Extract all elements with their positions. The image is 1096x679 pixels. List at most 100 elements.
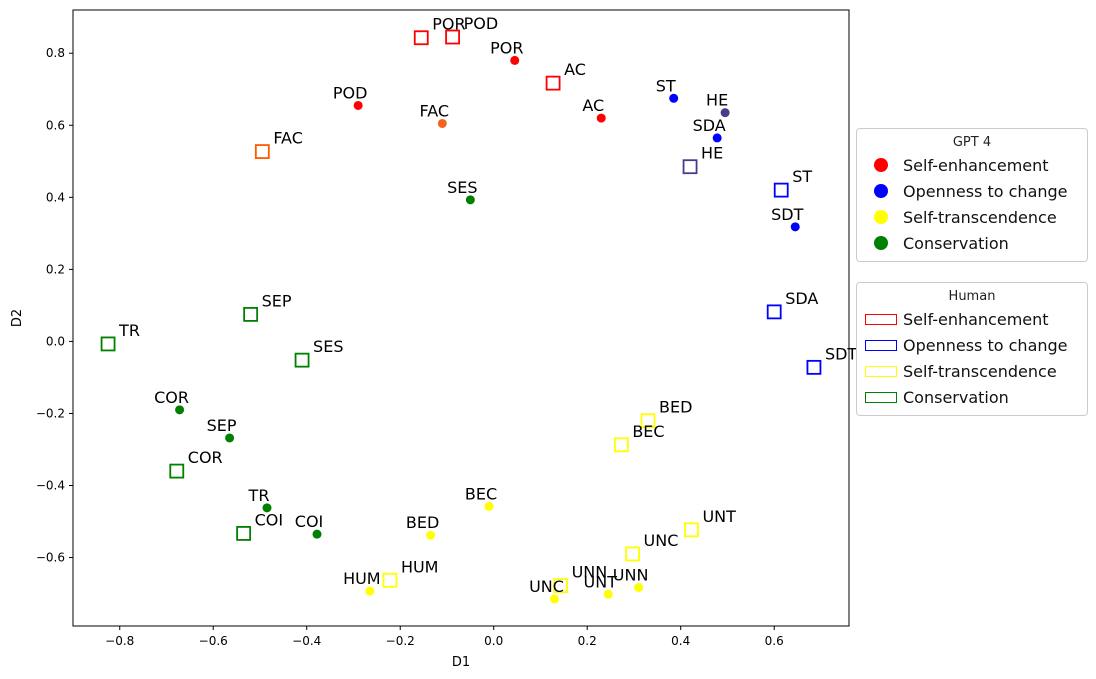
x-tick-label: −0.8 (105, 634, 134, 648)
human-point (640, 413, 656, 429)
legend-entry: Self-transcendence (857, 204, 1087, 230)
human-point (545, 75, 561, 91)
gpt4-point-label: SEP (207, 416, 237, 435)
gpt4-point (175, 405, 185, 415)
human-point (169, 463, 185, 479)
human-point-label: BEC (632, 422, 664, 441)
human-point (236, 526, 252, 541)
human-point-label: ST (792, 167, 812, 186)
legend-entry-label: Openness to change (903, 335, 1068, 355)
x-tick-label: 0.4 (671, 634, 690, 648)
gpt4-point-label: UNC (529, 577, 564, 596)
circle-marker-icon (874, 184, 888, 198)
y-tick-label: 0.6 (46, 118, 65, 132)
gpt4-point-label: FAC (420, 101, 450, 120)
x-tick-label: −0.6 (199, 634, 228, 648)
human-point-label: FAC (273, 129, 303, 148)
gpt4-point (262, 503, 272, 513)
legend-entry: Self-transcendence (857, 358, 1087, 384)
gpt4-point-label: COI (295, 512, 323, 531)
gpt4-point (225, 433, 235, 443)
legend-entry: Conservation (857, 230, 1087, 256)
gpt4-point (669, 93, 679, 103)
rectangle-marker-icon (865, 313, 897, 325)
legend-entry: Openness to change (857, 178, 1087, 204)
human-point (100, 336, 116, 352)
x-tick-label: 0.6 (765, 634, 784, 648)
human-point-label: UNN (572, 563, 608, 582)
y-tick-label: 0.2 (46, 262, 65, 276)
human-point (553, 578, 568, 594)
human-point (413, 30, 429, 46)
gpt4-point-label: UNT (584, 572, 618, 591)
gpt4-point-label: AC (582, 96, 604, 115)
legend-entry: Openness to change (857, 332, 1087, 358)
gpt4-point (353, 100, 363, 110)
gpt4-point-label: POR (490, 38, 523, 57)
gpt4-point-label: BED (406, 513, 439, 532)
y-tick-label: −0.4 (36, 479, 65, 493)
human-point-label: POD (464, 14, 499, 33)
x-axis-label: D1 (452, 655, 470, 670)
gpt4-point (596, 113, 606, 123)
human-point-label: HE (701, 144, 723, 163)
human-point (254, 144, 270, 159)
legend-entry-label: Self-transcendence (903, 207, 1057, 227)
human-point-label: UNC (644, 531, 679, 550)
human-point (625, 546, 640, 562)
human-point (766, 304, 782, 320)
x-tick-label: 0.0 (484, 634, 503, 648)
gpt4-point-label: TR (248, 486, 270, 505)
human-point-label: COI (255, 510, 283, 529)
legend-entry-label: Self-enhancement (903, 309, 1049, 329)
plot-frame (72, 9, 850, 627)
gpt4-point-label: BEC (465, 484, 497, 503)
points-layer (100, 29, 822, 604)
human-point (682, 159, 698, 175)
human-point (243, 306, 259, 322)
x-tick-label: −0.4 (292, 634, 321, 648)
rectangle-marker-icon (865, 339, 897, 351)
legend-entry: Conservation (857, 384, 1087, 410)
rectangle-marker-icon (865, 391, 897, 403)
human-point-label: SEP (262, 291, 292, 310)
gpt4-point (720, 108, 730, 118)
human-point-label: SDT (825, 344, 857, 363)
gpt4-point-label: SDT (771, 205, 803, 224)
gpt4-point-label: SDA (693, 116, 726, 135)
gpt4-point (426, 530, 436, 540)
point-labels-layer: POD FAC POR AC ST HE SDA SDT SES COR SEP TR COI BEC BE… (118, 14, 857, 596)
gpt4-point (312, 529, 322, 539)
legend-title: Human (948, 289, 996, 304)
y-tick-label: 0.0 (46, 334, 65, 348)
human-point-label: UNT (702, 507, 736, 526)
circle-marker-icon (874, 158, 888, 172)
human-point-label: POR (432, 15, 465, 34)
legend-gpt4: GPT 4 Self-enhancement Openness to chang… (856, 128, 1088, 262)
gpt4-point-label: SES (447, 178, 477, 197)
circle-marker-icon (874, 210, 888, 224)
rectangle-marker-icon (865, 365, 897, 377)
legend-entry-label: Self-transcendence (903, 361, 1057, 381)
gpt4-point (510, 55, 520, 65)
axes-layer: −0.8 −0.6 −0.4 −0.2 0.0 0.2 0.4 0.6 −0.6 −0.4 −0.2… (36, 46, 784, 648)
gpt4-point-label: ST (656, 76, 676, 95)
gpt4-point (549, 594, 559, 604)
gpt4-point-label: HUM (343, 569, 381, 588)
circle-marker-icon (874, 236, 888, 250)
gpt4-point (365, 586, 375, 596)
human-point (806, 359, 822, 375)
legend-entry-label: Conservation (903, 233, 1009, 253)
human-point (684, 522, 699, 538)
human-point (445, 29, 460, 45)
gpt4-point (437, 118, 447, 128)
human-point-label: TR (118, 321, 140, 340)
gpt4-point (603, 589, 613, 599)
x-tick-label: −0.2 (386, 634, 415, 648)
human-point (382, 572, 398, 588)
human-point (294, 352, 310, 368)
legend-entry-label: Self-enhancement (903, 155, 1049, 175)
legend-title: GPT 4 (952, 135, 992, 150)
human-point (613, 437, 629, 453)
